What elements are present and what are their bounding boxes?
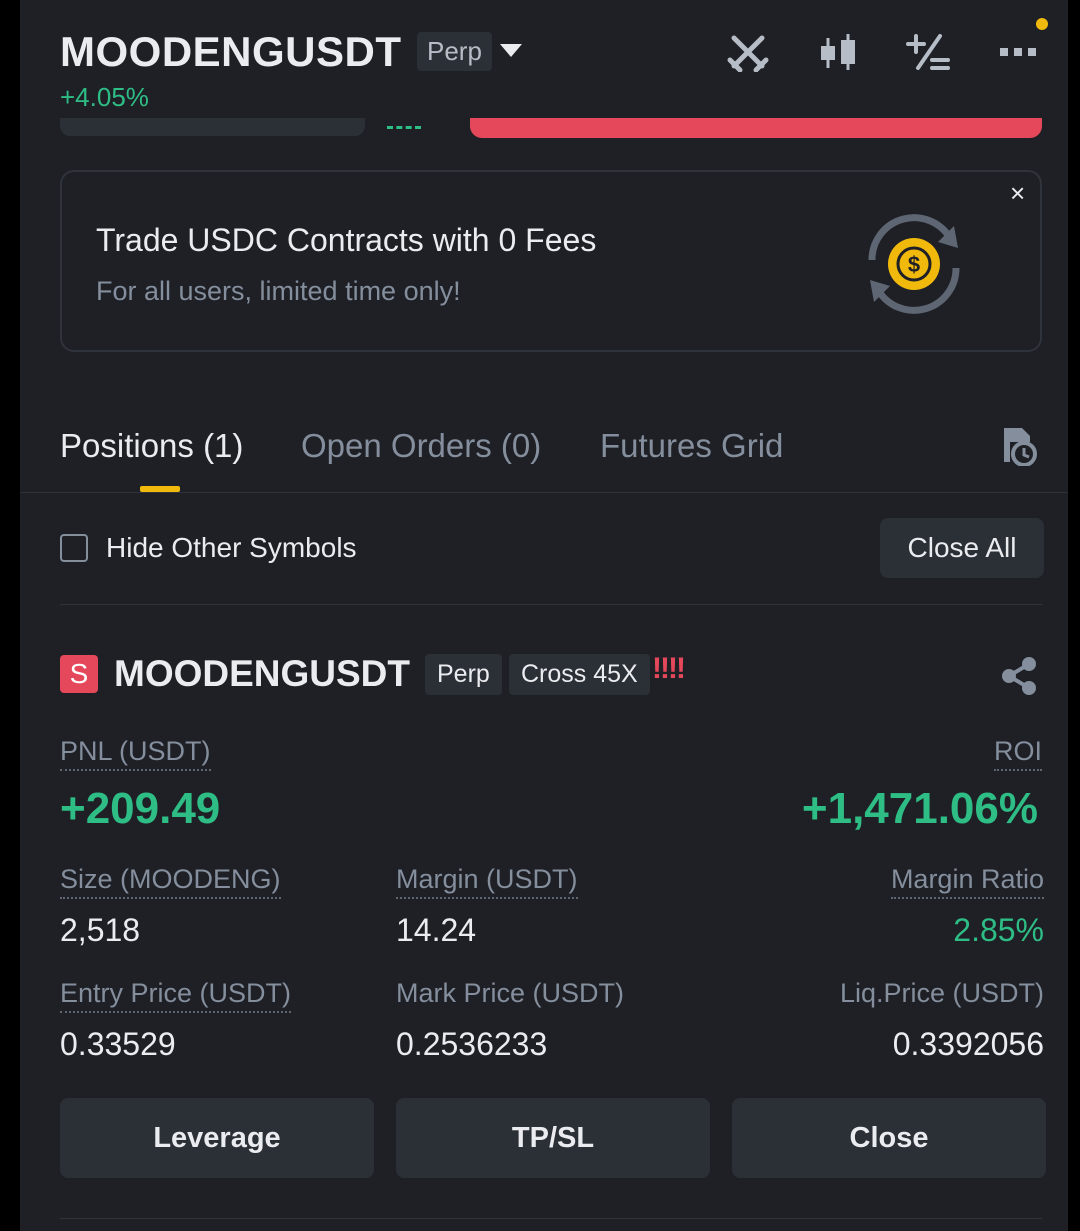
history-icon[interactable] [1000,424,1038,466]
promo-banner[interactable] [60,170,1042,352]
hide-other-symbols-checkbox[interactable] [60,534,88,562]
margin-value: 14.24 [396,912,477,948]
leverage-button[interactable]: Leverage [60,1098,374,1178]
candlestick-icon[interactable] [816,32,860,72]
tab-positions[interactable]: Positions (1) [60,427,244,464]
close-position-button[interactable]: Close [732,1098,1046,1178]
price-change: +4.05% [60,82,149,112]
entry-price-label[interactable]: Entry Price (USDT) [60,978,292,1013]
pnl-label[interactable]: PNL (USDT) [60,736,211,771]
notification-dot [1036,18,1048,30]
mark-price-label: Mark Price (USDT) [396,978,624,1008]
tab-futures-grid[interactable]: Futures Grid [600,427,784,464]
contract-type-badge: Perp [417,32,492,71]
futures-panel: MOODENGUSDT Perp +4.05% [20,0,1068,1231]
tabs-divider [20,492,1068,493]
svg-text:$: $ [908,252,920,277]
plus-minus-icon[interactable] [906,32,950,72]
roi-label[interactable]: ROI [993,736,1042,771]
close-all-button[interactable]: Close All [880,518,1044,578]
short-side-badge: S [60,655,98,693]
hide-other-symbols-label[interactable]: Hide Other Symbols [106,532,357,563]
banner-title: Trade USDC Contracts with 0 Fees [96,222,597,258]
tpsl-button[interactable]: TP/SL [396,1098,710,1178]
usdc-coin-swap-icon: $ [868,214,960,314]
bottom-divider [60,1218,1042,1219]
margin-label[interactable]: Margin (USDT) [396,864,578,899]
roi-value: +1,471.06% [801,784,1038,833]
tab-open-orders[interactable]: Open Orders (0) [301,427,542,464]
margin-ratio-label[interactable]: Margin Ratio [890,864,1044,899]
risk-warning: !!!! [652,652,686,685]
position-symbol[interactable]: MOODENGUSDT [114,653,410,694]
sell-button-remnant[interactable] [470,118,1042,138]
pnl-value: +209.49 [60,784,221,833]
liq-price-label: Liq.Price (USDT) [839,978,1044,1008]
margin-mode-chip[interactable]: Cross 45X [509,654,650,695]
banner-subtitle: For all users, limited time only! [96,276,461,306]
order-input-remnant [60,118,365,136]
share-icon[interactable] [1000,656,1038,696]
close-icon[interactable]: × [1010,178,1026,208]
sword-cross-icon[interactable] [726,32,770,72]
size-value: 2,518 [60,912,141,948]
entry-price-value: 0.33529 [60,1026,176,1062]
margin-ratio-value: 2.85% [953,912,1044,948]
mark-price-value: 0.2536233 [396,1026,548,1062]
dash-indicator [387,126,421,132]
more-icon[interactable] [996,32,1040,72]
row-divider [60,604,1042,605]
size-label[interactable]: Size (MOODENG) [60,864,281,899]
symbol-title[interactable]: MOODENGUSDT [60,28,402,75]
chevron-down-icon[interactable] [500,44,522,57]
active-tab-indicator [140,486,180,492]
liq-price-value: 0.3392056 [892,1026,1044,1062]
position-contract-type: Perp [425,654,502,695]
